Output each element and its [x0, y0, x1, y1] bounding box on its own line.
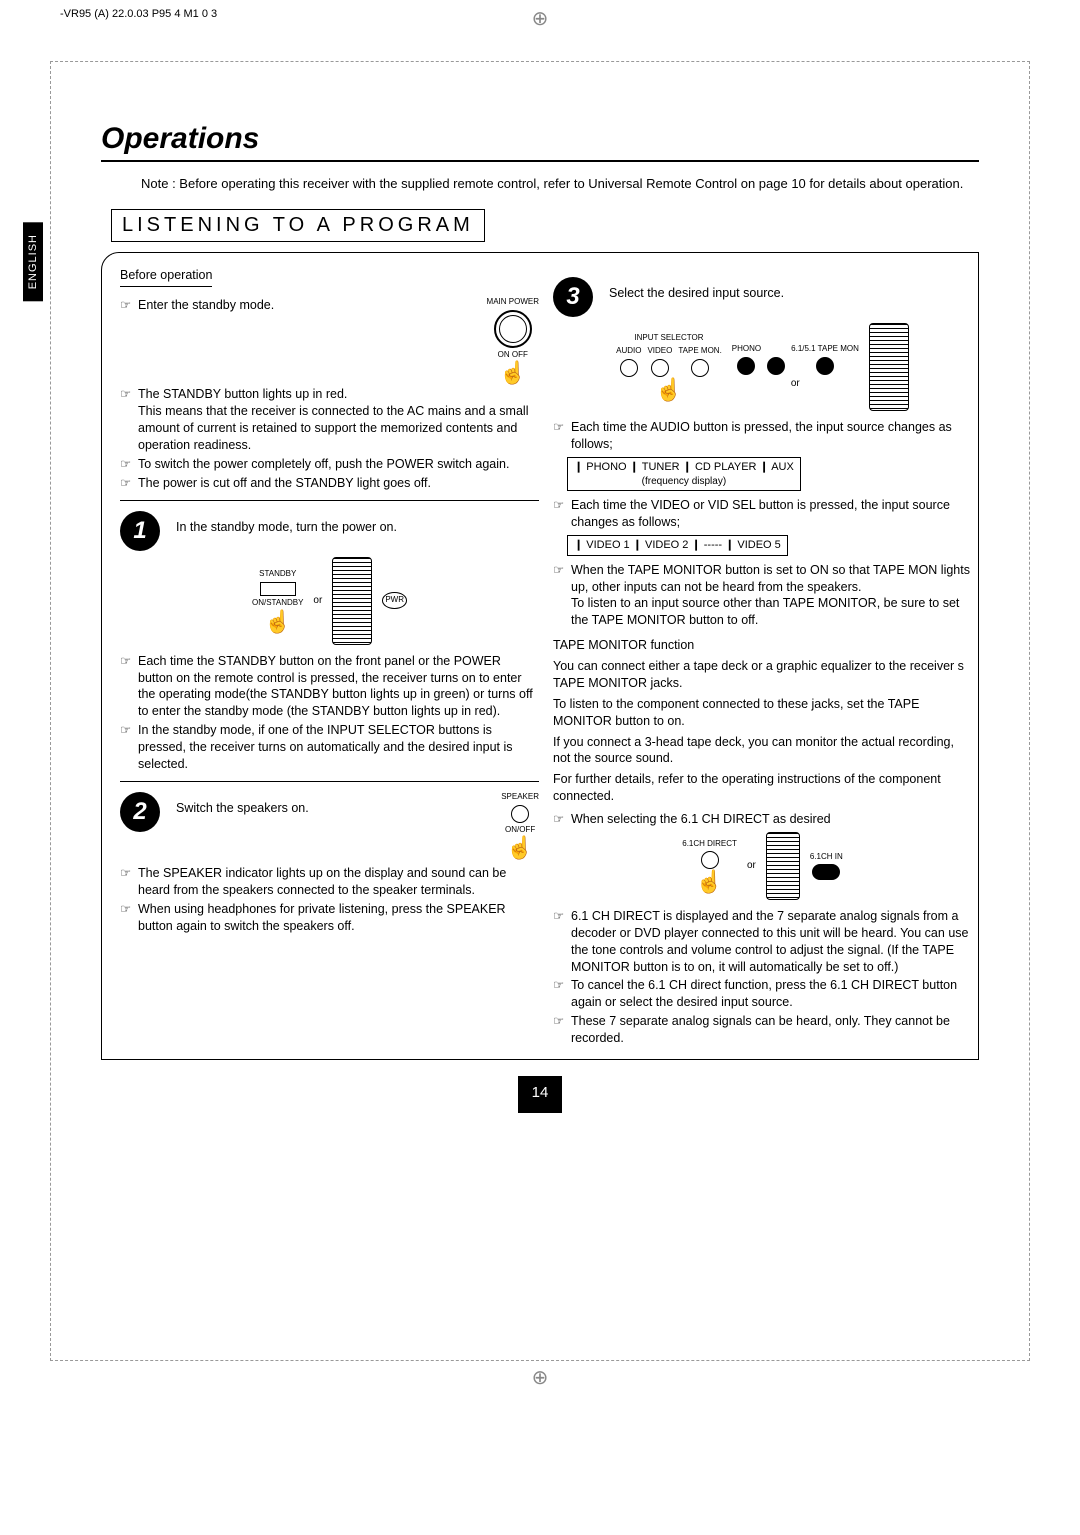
ch-direct-b3: These 7 separate analog signals can be h…: [571, 1013, 972, 1047]
step3-bullet3: When the TAPE MONITOR button is set to O…: [571, 563, 970, 594]
hand-press-icon: ☝: [264, 611, 291, 633]
bullet-icon: ☞: [553, 419, 567, 453]
standby-button-icon: [260, 582, 296, 596]
remote-icon: [766, 832, 800, 900]
step2-bullet2: When using headphones for private listen…: [138, 901, 539, 935]
right-column: 3 Select the desired input source. INPUT…: [553, 267, 972, 1049]
audio-label: AUDIO: [616, 346, 641, 357]
bullet-icon: ☞: [120, 865, 134, 899]
ch-direct-label: 6.1CH DIRECT: [682, 839, 737, 850]
on-off-label: ON OFF: [498, 350, 528, 361]
dark-button-icon: [767, 357, 785, 375]
bullet-icon: ☞: [553, 1013, 567, 1047]
hand-press-icon: ☝: [655, 379, 682, 401]
step3-bullet3b: To listen to an input source other than …: [571, 595, 972, 629]
tape-monitor-p4: For further details, refer to the operat…: [553, 771, 972, 805]
bullet-icon: ☞: [120, 653, 134, 721]
or-text: or: [791, 377, 800, 391]
hand-press-icon: ☝: [506, 837, 533, 859]
standby-label: STANDBY: [259, 569, 296, 580]
step-badge-2: 2: [120, 792, 160, 832]
ch-in-button-icon: [812, 864, 840, 880]
step3-bullet1: Each time the AUDIO button is pressed, t…: [571, 419, 972, 453]
page-title: Operations: [101, 122, 979, 156]
input-selector-label: INPUT SELECTOR: [634, 333, 703, 344]
ch-label: 6.1/5.1 TAPE MON: [791, 344, 859, 355]
step-badge-1: 1: [120, 511, 160, 551]
bullet-icon: ☞: [553, 562, 567, 630]
tape-monitor-p1: You can connect either a tape deck or a …: [553, 658, 972, 692]
standby-off-text: The power is cut off and the STANDBY lig…: [138, 475, 431, 492]
pwr-label: PWR: [382, 592, 407, 609]
main-power-label: MAIN POWER: [487, 297, 539, 308]
or-text: or: [313, 594, 322, 608]
step-2-text: Switch the speakers on.: [176, 792, 483, 817]
title-rule: [101, 160, 979, 162]
tape-mon-label: TAPE MON.: [678, 346, 721, 357]
before-operation-heading: Before operation: [120, 267, 212, 287]
bullet-icon: ☞: [120, 297, 134, 385]
step3-bullet2: Each time the VIDEO or VID SEL button is…: [571, 497, 972, 531]
speaker-button-icon: [511, 805, 529, 823]
page-frame: ENGLISH Operations Note : Before operati…: [50, 61, 1030, 1361]
tape-monitor-p2: To listen to the component connected to …: [553, 696, 972, 730]
remote-icon: [869, 323, 909, 411]
step-2: 2 Switch the speakers on. SPEAKER ON/OFF…: [120, 792, 539, 860]
dark-button-icon: [816, 357, 834, 375]
video-sequence-box: ❙ VIDEO 1 ❙ VIDEO 2 ❙ ----- ❙ VIDEO 5: [567, 535, 788, 556]
step-3-text: Select the desired input source.: [609, 277, 972, 302]
bullet-icon: ☞: [120, 456, 134, 473]
bullet-icon: ☞: [120, 901, 134, 935]
step-badge-3: 3: [553, 277, 593, 317]
video-label: VIDEO: [647, 346, 672, 357]
hand-press-icon: ☝: [499, 362, 526, 384]
audio-button-icon: [620, 359, 638, 377]
step-3: 3 Select the desired input source.: [553, 277, 972, 317]
ch-direct-select: When selecting the 6.1 CH DIRECT as desi…: [571, 811, 831, 828]
ch-direct-b1: 6.1 CH DIRECT is displayed and the 7 sep…: [571, 908, 972, 976]
step1-bullet2: In the standby mode, if one of the INPUT…: [138, 722, 539, 773]
audio-sequence-box: ❙ PHONO ❙ TUNER ❙ CD PLAYER ❙ AUX (frequ…: [567, 457, 801, 491]
main-power-button-icon: [494, 310, 532, 348]
hand-press-icon: ☝: [696, 871, 723, 893]
ch-in-label: 6.1CH IN: [810, 852, 843, 863]
language-tab: ENGLISH: [23, 222, 43, 301]
section-heading: LISTENING TO A PROGRAM: [111, 209, 485, 242]
ch-direct-b2: To cancel the 6.1 CH direct function, pr…: [571, 977, 972, 1011]
ch-direct-button-icon: [701, 851, 719, 869]
tape-monitor-p3: If you connect a 3-head tape deck, you c…: [553, 734, 972, 768]
bullet-icon: ☞: [553, 497, 567, 531]
standby-explain: This means that the receiver is connecte…: [138, 403, 539, 454]
speaker-onoff-label: ON/OFF: [505, 825, 535, 836]
audio-sequence: ❙ PHONO ❙ TUNER ❙ CD PLAYER ❙ AUX: [574, 461, 794, 473]
operation-note: Note : Before operating this receiver wi…: [141, 176, 979, 191]
bullet-icon: ☞: [553, 977, 567, 1011]
bullet-icon: ☞: [120, 386, 134, 454]
left-column: Before operation ☞ Enter the standby mod…: [120, 267, 539, 1049]
standby-red-text: The STANDBY button lights up in red.: [138, 387, 347, 401]
on-standby-label: ON/STANDBY: [252, 598, 303, 609]
phono-button-icon: [737, 357, 755, 375]
frequency-display-label: (frequency display): [574, 475, 794, 489]
power-off-text: To switch the power completely off, push…: [138, 456, 509, 473]
tape-button-icon: [691, 359, 709, 377]
bullet-icon: ☞: [553, 811, 567, 828]
registration-mark-bottom: ⊕: [0, 1365, 1080, 1390]
step-1-text: In the standby mode, turn the power on.: [176, 511, 539, 536]
step-1: 1 In the standby mode, turn the power on…: [120, 511, 539, 551]
speaker-label: SPEAKER: [501, 792, 539, 803]
page-number: 14: [518, 1076, 562, 1113]
content-columns: Before operation ☞ Enter the standby mod…: [101, 252, 979, 1060]
remote-icon: [332, 557, 372, 645]
bullet-icon: ☞: [120, 475, 134, 492]
step2-bullet1: The SPEAKER indicator lights up on the d…: [138, 865, 539, 899]
step1-bullet1: Each time the STANDBY button on the fron…: [138, 653, 539, 721]
phono-label: PHONO: [732, 344, 761, 355]
before-enter-standby: Enter the standby mode.: [138, 297, 463, 385]
bullet-icon: ☞: [553, 908, 567, 976]
bullet-icon: ☞: [120, 722, 134, 773]
or-text: or: [747, 859, 756, 873]
video-button-icon: [651, 359, 669, 377]
tape-monitor-heading: TAPE MONITOR function: [553, 637, 972, 654]
